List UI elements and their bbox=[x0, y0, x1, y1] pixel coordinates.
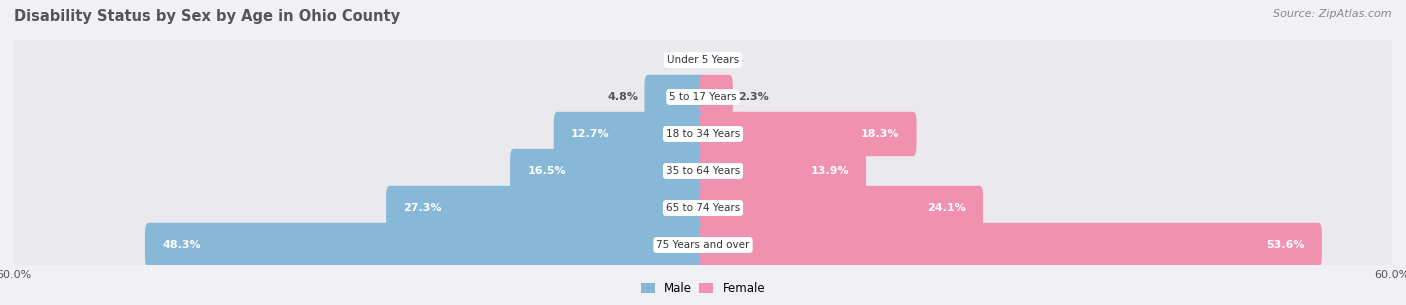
Text: 18 to 34 Years: 18 to 34 Years bbox=[666, 129, 740, 139]
Text: 24.1%: 24.1% bbox=[927, 203, 966, 213]
FancyBboxPatch shape bbox=[0, 43, 1406, 225]
Text: 53.6%: 53.6% bbox=[1267, 240, 1305, 250]
Text: Source: ZipAtlas.com: Source: ZipAtlas.com bbox=[1274, 9, 1392, 19]
FancyBboxPatch shape bbox=[644, 75, 706, 119]
Text: 0.0%: 0.0% bbox=[664, 55, 693, 65]
Text: 13.9%: 13.9% bbox=[810, 166, 849, 176]
Text: Disability Status by Sex by Age in Ohio County: Disability Status by Sex by Age in Ohio … bbox=[14, 9, 401, 24]
FancyBboxPatch shape bbox=[0, 80, 1406, 262]
FancyBboxPatch shape bbox=[0, 154, 1406, 305]
Text: 18.3%: 18.3% bbox=[860, 129, 900, 139]
Text: 27.3%: 27.3% bbox=[404, 203, 441, 213]
FancyBboxPatch shape bbox=[0, 0, 1406, 151]
FancyBboxPatch shape bbox=[700, 186, 983, 230]
Text: 0.0%: 0.0% bbox=[713, 55, 742, 65]
Text: 75 Years and over: 75 Years and over bbox=[657, 240, 749, 250]
Text: 5 to 17 Years: 5 to 17 Years bbox=[669, 92, 737, 102]
Legend: Male, Female: Male, Female bbox=[636, 278, 770, 300]
FancyBboxPatch shape bbox=[510, 149, 706, 193]
FancyBboxPatch shape bbox=[700, 149, 866, 193]
Text: 4.8%: 4.8% bbox=[607, 92, 638, 102]
FancyBboxPatch shape bbox=[0, 6, 1406, 188]
FancyBboxPatch shape bbox=[145, 223, 706, 267]
FancyBboxPatch shape bbox=[387, 186, 706, 230]
Text: 12.7%: 12.7% bbox=[571, 129, 610, 139]
FancyBboxPatch shape bbox=[554, 112, 706, 156]
Text: 2.3%: 2.3% bbox=[738, 92, 769, 102]
FancyBboxPatch shape bbox=[700, 223, 1322, 267]
FancyBboxPatch shape bbox=[700, 75, 733, 119]
Text: 16.5%: 16.5% bbox=[527, 166, 567, 176]
FancyBboxPatch shape bbox=[0, 117, 1406, 299]
Text: 48.3%: 48.3% bbox=[162, 240, 201, 250]
Text: Under 5 Years: Under 5 Years bbox=[666, 55, 740, 65]
Text: 65 to 74 Years: 65 to 74 Years bbox=[666, 203, 740, 213]
Text: 35 to 64 Years: 35 to 64 Years bbox=[666, 166, 740, 176]
FancyBboxPatch shape bbox=[700, 112, 917, 156]
